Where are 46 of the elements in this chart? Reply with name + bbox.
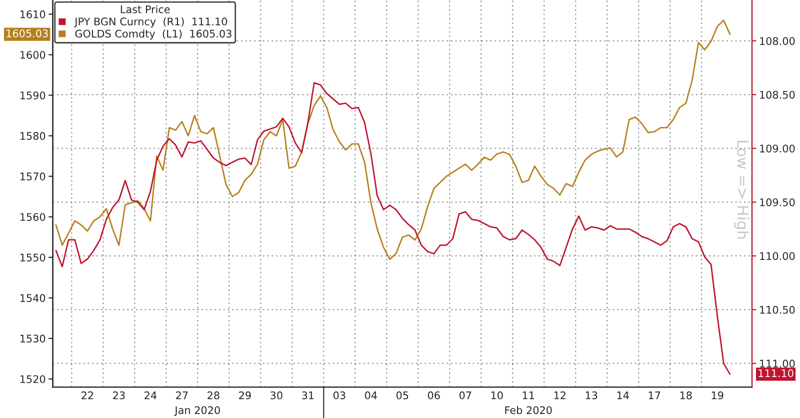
x-tick-label: 22	[82, 391, 94, 400]
text: Feb 2020	[505, 406, 552, 414]
x-tick-label: 19	[712, 391, 724, 400]
x-tick-label: 18	[680, 391, 692, 400]
x-tick-label: 05	[396, 391, 408, 400]
x-tick-label: 14	[617, 392, 629, 400]
y-tick-label: 1580	[20, 132, 46, 140]
x-tick-label: 03	[333, 391, 346, 400]
y-tick-label: 1570	[20, 172, 46, 180]
legend-title: Last Price	[120, 5, 170, 14]
y-tick-label: 1600	[20, 50, 46, 59]
y2-tick-label: 110.00	[760, 252, 795, 260]
y2-tick-label: 109.00	[760, 144, 795, 152]
legend-label: JPY BGN Curncy (R1) 111.10	[74, 17, 228, 28]
y-tick-label: 1540	[20, 294, 46, 302]
y-tick-label: 1610	[20, 10, 46, 18]
legend-label: GOLDS Comdty (L1) 1605.03	[75, 30, 232, 40]
x-tick-label: 04	[364, 391, 377, 400]
y-tick-label: 1560	[20, 213, 46, 221]
x-tick-label: 31	[302, 391, 314, 400]
line-series	[55, 82, 731, 375]
text: 1605.03	[6, 29, 48, 38]
y2-tick-label: 109.50	[760, 198, 795, 206]
y-tick-label: 1520	[20, 375, 46, 384]
x-tick-label: 30	[270, 391, 282, 400]
x-tick-label: 27	[176, 391, 188, 400]
x-tick-label: 11	[522, 392, 534, 400]
x-tick-label: 13	[586, 391, 598, 400]
x-tick-label: 06	[428, 391, 440, 400]
y-tick-label: 1530	[20, 334, 46, 343]
y2-tick-label: 108.00	[760, 37, 795, 45]
x-tick-label: 29	[239, 391, 251, 400]
text: 111.10	[758, 369, 794, 378]
x-tick-label: 23	[113, 391, 125, 400]
x-tick-label: 17	[648, 392, 660, 400]
text: Jan 2020	[174, 406, 220, 416]
x-tick-label: 12	[554, 391, 566, 400]
y2-tick-label: 110.50	[760, 306, 795, 314]
y-tick-label: 1590	[20, 91, 46, 100]
x-tick-label: 10	[491, 391, 503, 400]
y2-tick-label: 111.00	[760, 360, 795, 368]
x-tick-label: 24	[144, 391, 156, 400]
x-tick-label: 07	[459, 391, 472, 400]
y-tick-label: 1550	[20, 254, 46, 262]
x-tick-label: 28	[208, 391, 220, 400]
y2-tick-label: 108.50	[760, 90, 795, 99]
